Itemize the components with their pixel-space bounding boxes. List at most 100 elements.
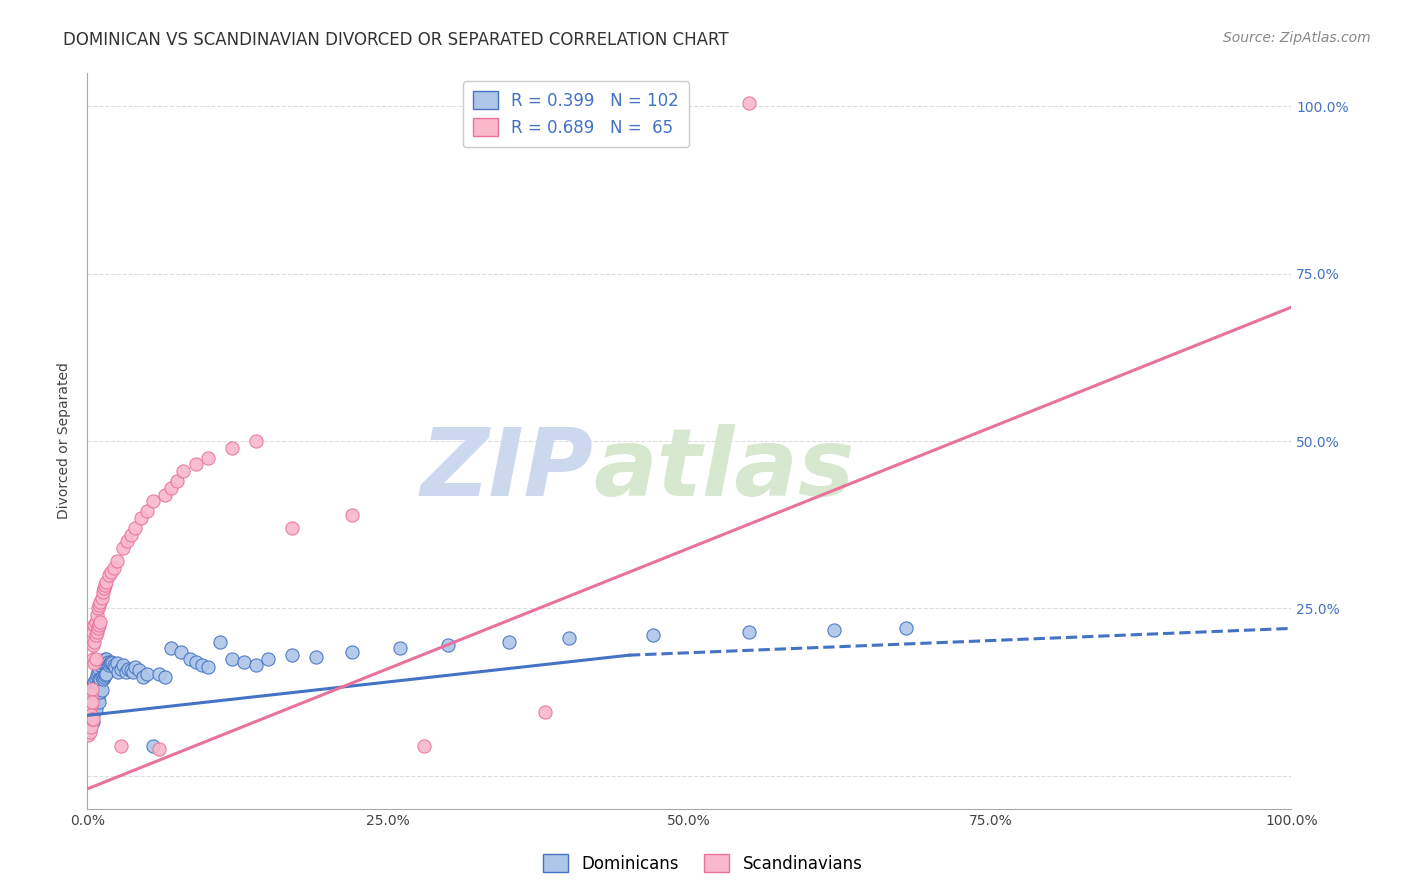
Point xyxy=(104,660,127,674)
Point xyxy=(245,658,267,673)
Point xyxy=(91,584,114,599)
Point xyxy=(77,698,100,713)
Point xyxy=(96,651,118,665)
Point xyxy=(281,521,304,535)
Point xyxy=(128,663,150,677)
Point xyxy=(77,702,100,716)
Point xyxy=(79,725,101,739)
Point xyxy=(91,672,114,686)
Point xyxy=(84,681,107,696)
Point xyxy=(89,681,111,696)
Point xyxy=(281,648,304,662)
Point xyxy=(131,669,153,683)
Point xyxy=(82,712,104,726)
Point xyxy=(340,645,363,659)
Point xyxy=(184,458,207,472)
Point xyxy=(80,712,103,726)
Point xyxy=(124,521,146,535)
Point xyxy=(90,656,112,670)
Point xyxy=(103,658,125,673)
Point xyxy=(110,661,132,675)
Point xyxy=(738,624,761,639)
Point xyxy=(136,666,159,681)
Point xyxy=(77,708,100,723)
Point xyxy=(77,722,100,736)
Point xyxy=(142,494,165,508)
Point xyxy=(122,665,145,679)
Point xyxy=(80,695,103,709)
Point xyxy=(179,651,201,665)
Point xyxy=(96,574,118,589)
Point xyxy=(245,434,267,448)
Point xyxy=(643,628,665,642)
Point xyxy=(103,561,125,575)
Point xyxy=(84,651,107,665)
Point xyxy=(84,615,107,629)
Point xyxy=(83,675,105,690)
Point xyxy=(80,689,103,703)
Point xyxy=(100,655,122,669)
Point xyxy=(184,655,207,669)
Point xyxy=(413,739,436,753)
Point xyxy=(89,661,111,675)
Point xyxy=(80,721,103,735)
Point xyxy=(87,678,110,692)
Point xyxy=(136,504,159,518)
Point xyxy=(89,695,111,709)
Point xyxy=(105,656,128,670)
Point xyxy=(93,581,115,595)
Point xyxy=(84,628,107,642)
Point xyxy=(77,702,100,716)
Point xyxy=(256,651,278,665)
Point xyxy=(79,715,101,730)
Point xyxy=(87,665,110,679)
Point xyxy=(82,678,104,692)
Y-axis label: Divorced or Separated: Divorced or Separated xyxy=(58,362,72,519)
Point xyxy=(77,715,100,730)
Point xyxy=(80,705,103,719)
Point xyxy=(112,541,135,555)
Text: ZIP: ZIP xyxy=(420,425,593,516)
Point xyxy=(77,712,100,726)
Point xyxy=(107,665,129,679)
Point xyxy=(89,672,111,686)
Point xyxy=(221,441,243,455)
Point xyxy=(894,621,917,635)
Point xyxy=(558,632,581,646)
Point xyxy=(120,527,142,541)
Point xyxy=(97,655,120,669)
Point xyxy=(155,487,177,501)
Point xyxy=(80,691,103,706)
Point xyxy=(80,698,103,713)
Point xyxy=(97,658,120,673)
Point xyxy=(86,607,108,622)
Point xyxy=(90,683,112,698)
Point xyxy=(82,685,104,699)
Point xyxy=(82,638,104,652)
Point xyxy=(89,594,111,608)
Point xyxy=(166,474,188,488)
Point xyxy=(77,715,100,730)
Point xyxy=(117,661,139,675)
Point xyxy=(305,649,328,664)
Point xyxy=(232,655,254,669)
Point xyxy=(86,678,108,692)
Point xyxy=(89,672,111,686)
Point xyxy=(84,702,107,716)
Point xyxy=(83,705,105,719)
Point xyxy=(79,708,101,723)
Point xyxy=(94,651,117,665)
Point xyxy=(84,672,107,686)
Point xyxy=(112,658,135,673)
Point xyxy=(86,668,108,682)
Point xyxy=(498,634,520,648)
Point xyxy=(738,96,761,111)
Point xyxy=(148,742,170,756)
Point xyxy=(80,712,103,726)
Point xyxy=(83,685,105,699)
Text: DOMINICAN VS SCANDINAVIAN DIVORCED OR SEPARATED CORRELATION CHART: DOMINICAN VS SCANDINAVIAN DIVORCED OR SE… xyxy=(63,31,728,49)
Point xyxy=(91,655,114,669)
Point xyxy=(197,660,219,674)
Point xyxy=(160,641,183,656)
Point xyxy=(89,598,111,612)
